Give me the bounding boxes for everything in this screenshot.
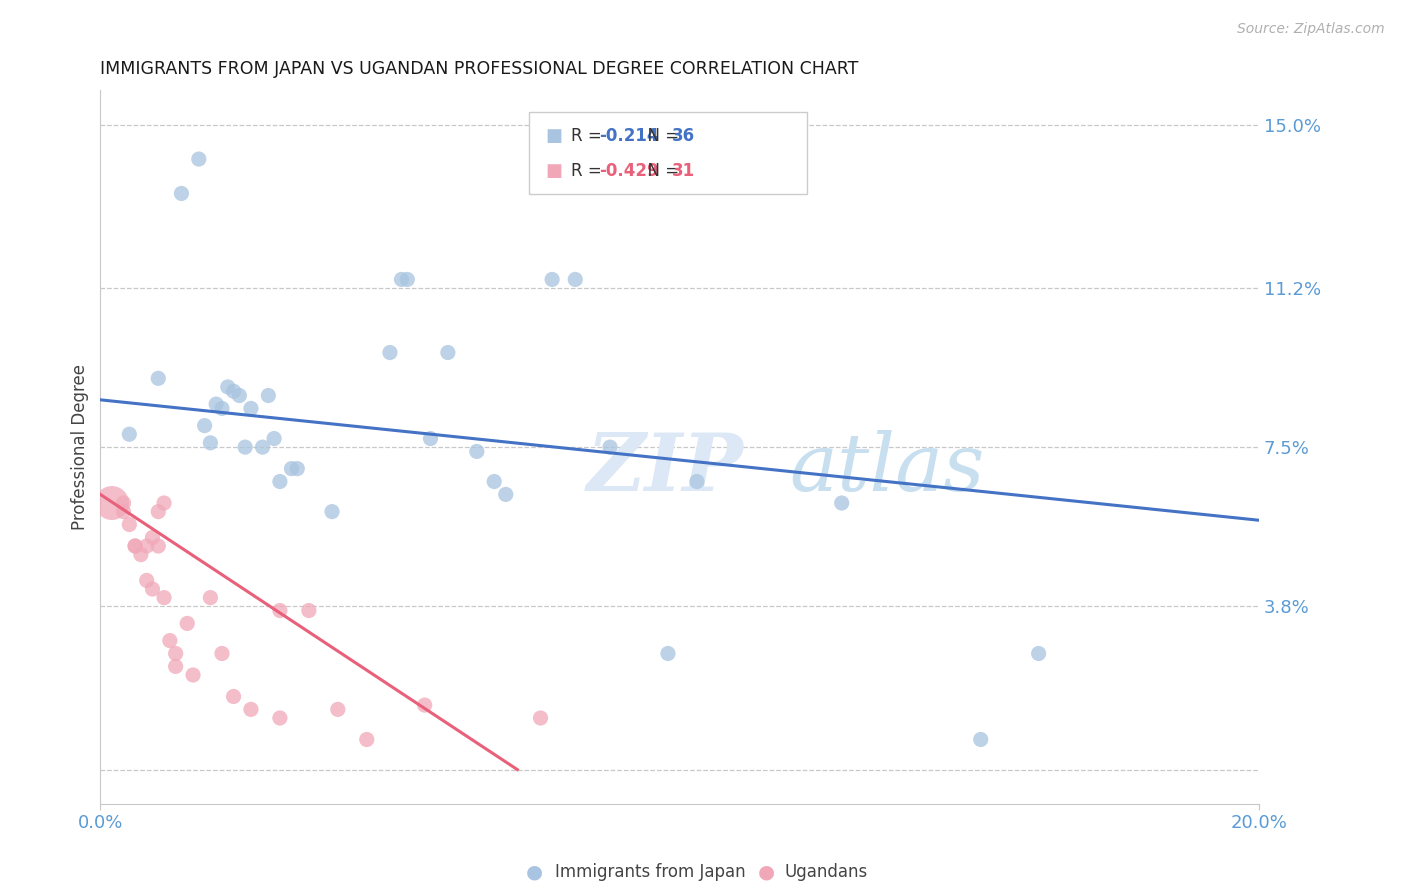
Point <box>222 690 245 704</box>
Text: N =: N = <box>637 161 685 180</box>
Point <box>280 461 302 475</box>
Text: Source: ZipAtlas.com: Source: ZipAtlas.com <box>1237 22 1385 37</box>
Point <box>112 496 135 510</box>
Point <box>159 633 181 648</box>
Point <box>228 388 250 402</box>
Text: -0.429: -0.429 <box>599 161 659 180</box>
Point <box>141 582 163 596</box>
Point <box>239 702 262 716</box>
Text: Ugandans: Ugandans <box>785 863 868 881</box>
Point <box>465 444 488 458</box>
Point <box>437 345 460 359</box>
Point <box>396 272 419 286</box>
Point <box>118 517 141 532</box>
Text: ●: ● <box>526 863 543 882</box>
Point <box>148 371 170 385</box>
Text: N =: N = <box>637 128 685 145</box>
Point <box>194 418 217 433</box>
Point <box>181 668 204 682</box>
Point <box>269 711 291 725</box>
Text: IMMIGRANTS FROM JAPAN VS UGANDAN PROFESSIONAL DEGREE CORRELATION CHART: IMMIGRANTS FROM JAPAN VS UGANDAN PROFESS… <box>100 60 859 78</box>
Point <box>378 345 401 359</box>
Point <box>831 496 853 510</box>
Point <box>391 272 413 286</box>
Point <box>153 496 176 510</box>
Point <box>129 548 152 562</box>
Point <box>205 397 228 411</box>
Point <box>211 647 233 661</box>
Point <box>285 461 308 475</box>
Point <box>141 530 163 544</box>
Point <box>1028 647 1050 661</box>
Point <box>112 505 135 519</box>
Text: R =: R = <box>571 128 607 145</box>
Point <box>124 539 146 553</box>
Point <box>124 539 146 553</box>
Text: 31: 31 <box>672 161 696 180</box>
Text: -0.214: -0.214 <box>599 128 659 145</box>
Point <box>657 647 679 661</box>
Text: 36: 36 <box>672 128 696 145</box>
Point <box>419 432 441 446</box>
Point <box>495 487 517 501</box>
Point <box>222 384 245 399</box>
Point <box>356 732 378 747</box>
Point <box>135 539 157 553</box>
Text: ■: ■ <box>546 128 562 145</box>
Point <box>269 603 291 617</box>
Text: ZIP: ZIP <box>586 430 744 508</box>
Point <box>101 496 124 510</box>
Text: Immigrants from Japan: Immigrants from Japan <box>555 863 747 881</box>
Point <box>211 401 233 416</box>
Point <box>187 152 209 166</box>
Point <box>263 432 285 446</box>
Point <box>413 698 436 712</box>
Point <box>321 505 343 519</box>
Point <box>541 272 564 286</box>
Point <box>165 647 187 661</box>
Point <box>269 475 291 489</box>
Point <box>970 732 993 747</box>
Point <box>148 539 170 553</box>
Point <box>529 711 551 725</box>
Point <box>200 591 222 605</box>
Point <box>170 186 193 201</box>
Point <box>257 388 280 402</box>
Point <box>686 475 709 489</box>
Point <box>153 591 176 605</box>
Text: atlas: atlas <box>790 430 986 508</box>
Point <box>326 702 349 716</box>
Y-axis label: Professional Degree: Professional Degree <box>72 364 89 530</box>
Point <box>200 435 222 450</box>
Point <box>233 440 256 454</box>
Text: ●: ● <box>758 863 775 882</box>
Point <box>239 401 262 416</box>
Point <box>135 574 157 588</box>
Point <box>165 659 187 673</box>
Point <box>176 616 198 631</box>
Text: R =: R = <box>571 161 607 180</box>
Point <box>217 380 239 394</box>
Point <box>252 440 274 454</box>
Point <box>599 440 621 454</box>
Text: ■: ■ <box>546 161 562 180</box>
Point <box>118 427 141 442</box>
Point <box>148 505 170 519</box>
Point <box>564 272 586 286</box>
Point <box>482 475 505 489</box>
Point <box>298 603 321 617</box>
